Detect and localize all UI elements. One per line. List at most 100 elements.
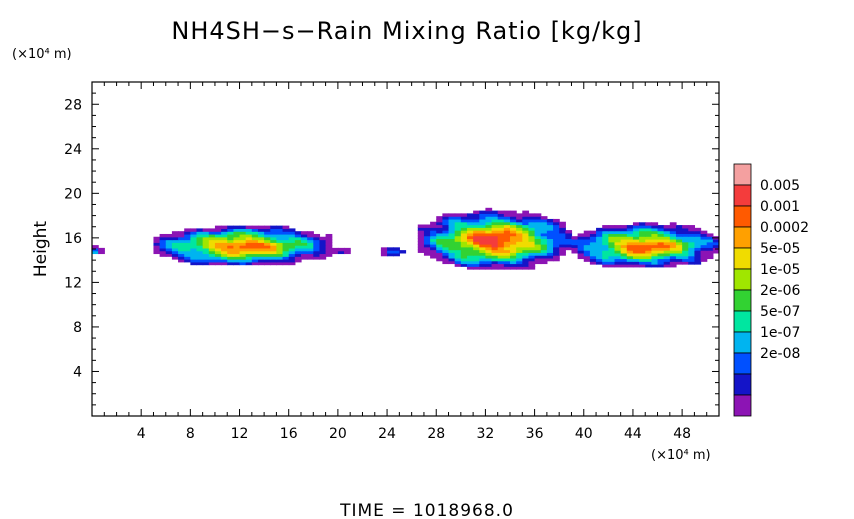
heatmap-cell (454, 238, 462, 242)
heatmap-cell (485, 218, 493, 223)
heatmap-cell (233, 259, 241, 263)
heatmap-cell (442, 241, 450, 245)
heatmap-cell (479, 249, 487, 253)
heatmap-cell (460, 230, 468, 234)
heatmap-cell (466, 255, 474, 259)
heatmap-cell (227, 247, 234, 252)
heatmap-cell (479, 224, 487, 228)
heatmap-cell (669, 238, 677, 243)
heatmap-cell (448, 230, 456, 234)
heatmap-cell (307, 239, 314, 243)
heatmap-cell (473, 232, 480, 237)
heatmap-cell (221, 247, 228, 252)
heatmap-cell (227, 245, 234, 249)
heatmap-cell (264, 225, 271, 230)
heatmap-cell (657, 241, 665, 246)
heatmap-cell (423, 224, 431, 228)
heatmap-cell (208, 245, 216, 249)
heatmap-cell (583, 238, 591, 243)
heatmap-cell (417, 246, 425, 251)
heatmap-cell (553, 221, 560, 226)
heatmap-cell (184, 236, 191, 241)
heatmap-cell (602, 250, 609, 254)
heatmap-cell (510, 249, 517, 253)
heatmap-cell (510, 257, 517, 262)
heatmap-cell (589, 230, 597, 235)
heatmap-cell (233, 256, 241, 260)
heatmap-cell (510, 232, 517, 237)
heatmap-cell (706, 255, 714, 260)
heatmap-cell (423, 238, 431, 242)
heatmap-cell (516, 246, 523, 251)
heatmap-cell (184, 253, 191, 257)
heatmap-cell (516, 238, 523, 242)
heatmap-cell (325, 236, 333, 241)
heatmap-cell (503, 230, 511, 234)
heatmap-cell (430, 224, 437, 228)
heatmap-cell (473, 218, 480, 223)
heatmap-cell (294, 253, 302, 257)
heatmap-cell (184, 231, 191, 235)
heatmap-cell (171, 250, 179, 255)
heatmap-cell (245, 256, 253, 260)
heatmap-cell (380, 247, 388, 251)
heatmap-cell (485, 266, 493, 270)
heatmap-cell (479, 252, 487, 256)
heatmap-cell (522, 227, 530, 231)
heatmap-cell (301, 245, 308, 249)
heatmap-cell (712, 250, 719, 254)
heatmap-cell (608, 247, 616, 251)
heatmap-cell (657, 225, 665, 229)
heatmap-cell (227, 250, 234, 255)
heatmap-cell (196, 250, 204, 255)
heatmap-cell (553, 224, 560, 228)
heatmap-cell (682, 225, 689, 229)
heatmap-cell (460, 227, 468, 231)
heatmap-cell (516, 232, 523, 237)
heatmap-cell (466, 213, 474, 217)
colorbar-label: 0.0002 (760, 220, 809, 236)
heatmap-cell (510, 216, 517, 220)
heatmap-cell (337, 250, 345, 255)
heatmap-cell (473, 224, 480, 228)
heatmap-cell (301, 256, 308, 260)
heatmap-cell (491, 232, 499, 237)
heatmap-cell (510, 218, 517, 223)
heatmap-cell (159, 245, 167, 249)
heatmap-cell (534, 252, 542, 256)
heatmap-cell (528, 249, 536, 253)
heatmap-cell (602, 247, 609, 251)
heatmap-cell (270, 253, 278, 257)
heatmap-cell (669, 261, 677, 265)
colorbar-swatch (733, 331, 752, 354)
colorbar-label: 5e-05 (760, 241, 800, 257)
heatmap-cell (669, 252, 677, 257)
heatmap-cell (614, 247, 622, 251)
heatmap-cell (233, 245, 241, 249)
heatmap-cell (313, 233, 321, 238)
heatmap-cell (460, 238, 468, 242)
heatmap-cell (245, 259, 253, 263)
heatmap-cell (208, 256, 216, 260)
heatmap-cell (214, 253, 222, 257)
heatmap-cell (657, 258, 665, 262)
heatmap-cell (165, 253, 173, 257)
heatmap-cell (503, 257, 511, 262)
heatmap-cell (534, 260, 542, 265)
heatmap-cell (466, 260, 474, 265)
heatmap-cell (497, 266, 505, 270)
heatmap-cell (620, 227, 628, 232)
heatmap-cell (430, 238, 437, 242)
heatmap-cell (522, 216, 530, 220)
heatmap-cell (270, 259, 278, 263)
heatmap-cell (98, 247, 105, 252)
heatmap-cell (251, 261, 259, 266)
heatmap-cell (454, 224, 462, 228)
heatmap-cell (257, 247, 265, 252)
heatmap-cell (276, 250, 284, 255)
heatmap-cell (651, 238, 659, 243)
heatmap-cell (706, 238, 714, 243)
heatmap-cell (460, 218, 468, 223)
heatmap-cell (663, 244, 671, 248)
heatmap-cell (442, 235, 450, 240)
